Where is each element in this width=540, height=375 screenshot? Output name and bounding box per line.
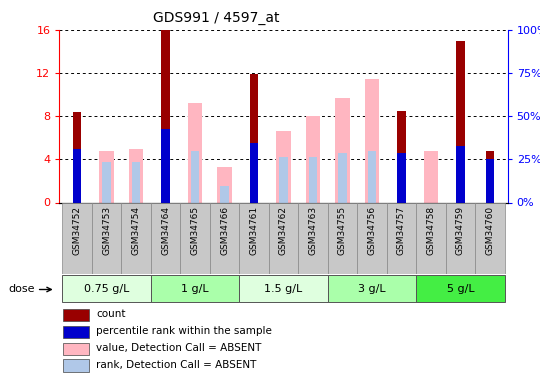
Bar	[446, 202, 475, 274]
Bar	[151, 275, 239, 302]
Bar	[92, 202, 122, 274]
Text: GSM34758: GSM34758	[427, 206, 435, 255]
Bar	[63, 343, 89, 355]
Text: GSM34754: GSM34754	[132, 206, 140, 255]
Bar	[103, 162, 111, 202]
Bar	[368, 151, 376, 202]
Bar	[161, 129, 170, 203]
Bar	[309, 157, 317, 203]
Bar	[210, 202, 239, 274]
Bar	[191, 151, 199, 202]
Text: 1.5 g/L: 1.5 g/L	[265, 284, 302, 294]
Bar	[276, 131, 291, 203]
Text: 3 g/L: 3 g/L	[358, 284, 386, 294]
Text: 0.75 g/L: 0.75 g/L	[84, 284, 129, 294]
Bar	[99, 151, 114, 202]
Bar	[161, 30, 170, 202]
Bar	[63, 360, 89, 372]
Bar	[239, 275, 328, 302]
Bar	[423, 151, 438, 202]
Bar	[328, 275, 416, 302]
Bar	[335, 98, 350, 202]
Bar	[132, 162, 140, 202]
Bar	[456, 41, 464, 203]
Text: dose: dose	[8, 285, 35, 294]
Text: count: count	[96, 309, 126, 319]
Bar	[180, 202, 210, 274]
Bar	[269, 202, 298, 274]
Text: 5 g/L: 5 g/L	[447, 284, 474, 294]
Bar	[62, 275, 151, 302]
Text: GSM34764: GSM34764	[161, 206, 170, 255]
Text: rank, Detection Call = ABSENT: rank, Detection Call = ABSENT	[96, 360, 256, 370]
Bar	[250, 143, 258, 202]
Bar	[63, 309, 89, 321]
Text: percentile rank within the sample: percentile rank within the sample	[96, 326, 272, 336]
Bar	[279, 157, 288, 203]
Text: GDS991 / 4597_at: GDS991 / 4597_at	[153, 11, 279, 25]
Bar	[250, 74, 258, 202]
Bar	[73, 112, 81, 202]
Bar	[475, 202, 505, 274]
Bar	[416, 275, 505, 302]
Text: GSM34756: GSM34756	[367, 206, 376, 255]
Bar	[217, 167, 232, 202]
Bar	[62, 202, 92, 274]
Text: GSM34761: GSM34761	[249, 206, 259, 255]
Bar	[220, 186, 228, 202]
Bar	[364, 78, 379, 203]
Text: GSM34757: GSM34757	[397, 206, 406, 255]
Text: GSM34762: GSM34762	[279, 206, 288, 255]
Text: GSM34765: GSM34765	[191, 206, 200, 255]
Text: GSM34766: GSM34766	[220, 206, 229, 255]
Bar	[129, 148, 144, 202]
Bar	[387, 202, 416, 274]
Bar	[339, 153, 347, 203]
Bar	[486, 159, 494, 202]
Bar	[416, 202, 446, 274]
Bar	[397, 153, 406, 203]
Text: GSM34759: GSM34759	[456, 206, 465, 255]
Bar	[63, 326, 89, 338]
Bar	[239, 202, 269, 274]
Bar	[456, 147, 464, 202]
Text: GSM34755: GSM34755	[338, 206, 347, 255]
Bar	[73, 148, 81, 202]
Bar	[122, 202, 151, 274]
Bar	[188, 104, 202, 202]
Bar	[397, 111, 406, 202]
Text: GSM34763: GSM34763	[308, 206, 318, 255]
Bar	[151, 202, 180, 274]
Bar	[357, 202, 387, 274]
Text: GSM34753: GSM34753	[102, 206, 111, 255]
Text: GSM34752: GSM34752	[72, 206, 82, 255]
Bar	[306, 116, 320, 202]
Bar	[486, 151, 494, 202]
Bar	[328, 202, 357, 274]
Bar	[298, 202, 328, 274]
Text: GSM34760: GSM34760	[485, 206, 495, 255]
Text: value, Detection Call = ABSENT: value, Detection Call = ABSENT	[96, 343, 261, 353]
Text: 1 g/L: 1 g/L	[181, 284, 209, 294]
